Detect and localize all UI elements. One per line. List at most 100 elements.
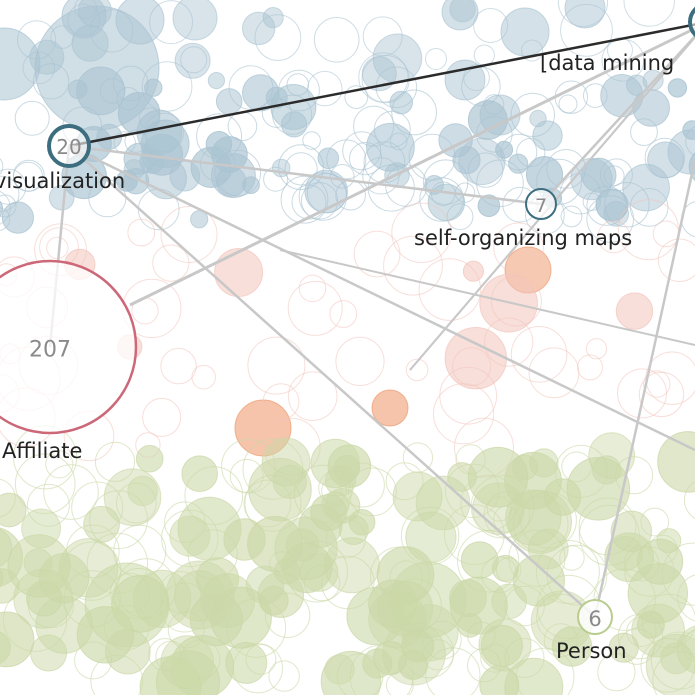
background-bubble bbox=[422, 639, 454, 671]
background-bubble bbox=[21, 508, 61, 549]
background-bubble bbox=[302, 131, 321, 150]
background-bubble bbox=[67, 3, 100, 37]
background-bubble bbox=[115, 482, 157, 524]
background-bubble bbox=[164, 501, 206, 544]
background-bubble bbox=[22, 51, 56, 85]
background-bubble bbox=[165, 560, 235, 630]
background-bubble bbox=[604, 182, 650, 228]
background-bubble bbox=[225, 641, 268, 684]
background-bubble bbox=[339, 462, 385, 508]
node-count: 20 bbox=[56, 135, 81, 159]
background-bubble bbox=[623, 0, 675, 27]
background-bubble bbox=[272, 464, 307, 499]
background-bubble bbox=[84, 562, 170, 648]
background-bubble bbox=[160, 347, 197, 385]
background-bubble bbox=[685, 126, 695, 157]
background-bubble bbox=[636, 610, 665, 639]
background-bubble bbox=[585, 338, 608, 360]
graph-edges bbox=[48, 23, 695, 618]
background-bubble bbox=[14, 453, 76, 515]
background-bubble bbox=[149, 0, 194, 45]
graph-edge bbox=[540, 34, 695, 205]
graph-nodes: 20 visualization [data mining 7 self-org… bbox=[0, 4, 695, 663]
background-bubble bbox=[14, 100, 50, 136]
background-bubble bbox=[683, 481, 695, 519]
node-affiliate[interactable]: 207 Affiliate bbox=[0, 259, 138, 463]
node-label: [data mining bbox=[540, 51, 674, 75]
background-bubble bbox=[135, 444, 164, 473]
background-bubble bbox=[191, 364, 216, 390]
background-bubble bbox=[298, 172, 348, 221]
background-bubble bbox=[287, 371, 338, 422]
background-bubble bbox=[643, 370, 671, 398]
background-bubble bbox=[16, 20, 57, 60]
background-bubble bbox=[688, 152, 695, 182]
background-bubble bbox=[591, 455, 622, 485]
background-bubble bbox=[597, 220, 631, 254]
background-bubble bbox=[617, 368, 667, 419]
background-bubble bbox=[141, 61, 193, 112]
background-bubble bbox=[181, 455, 218, 493]
background-bubble bbox=[462, 260, 484, 282]
background-bubble bbox=[138, 107, 161, 129]
node-person[interactable]: 6 Person bbox=[556, 599, 627, 663]
background-bubble bbox=[473, 8, 509, 43]
graph-edge bbox=[129, 26, 695, 307]
background-bubble bbox=[0, 158, 4, 175]
background-bubble bbox=[500, 133, 538, 171]
background-bubble bbox=[586, 195, 635, 243]
background-bubble bbox=[418, 258, 482, 321]
background-bubble bbox=[284, 152, 318, 186]
background-bubble bbox=[441, 0, 479, 31]
background-bubble bbox=[478, 618, 532, 672]
background-bubble bbox=[449, 0, 476, 23]
background-bubble bbox=[320, 650, 382, 695]
background-bubble bbox=[160, 635, 214, 689]
background-bubble bbox=[561, 451, 592, 483]
background-bubble bbox=[682, 120, 695, 140]
background-bubble bbox=[557, 0, 609, 27]
background-bubble bbox=[510, 92, 555, 138]
background-bubble bbox=[512, 554, 566, 607]
background-bubble bbox=[490, 275, 542, 327]
background-bubble bbox=[577, 354, 603, 381]
background-bubble bbox=[303, 564, 341, 602]
background-bubble bbox=[228, 65, 274, 110]
background-bubble bbox=[142, 397, 182, 437]
background-bubble bbox=[353, 230, 401, 278]
background-bubble bbox=[144, 78, 163, 97]
background-bubble bbox=[323, 537, 380, 594]
background-bubble bbox=[74, 641, 113, 680]
background-bubble bbox=[558, 94, 578, 114]
background-bubble bbox=[0, 492, 27, 528]
background-bubble bbox=[638, 371, 685, 418]
background-bubble bbox=[667, 78, 688, 98]
background-bubble bbox=[180, 46, 208, 74]
node-data-mining[interactable]: [data mining bbox=[540, 4, 695, 75]
background-bubble bbox=[254, 14, 302, 61]
background-bubble bbox=[172, 0, 218, 41]
node-count: 207 bbox=[29, 338, 71, 363]
background-bubble bbox=[45, 450, 74, 479]
background-bubble bbox=[493, 222, 544, 274]
background-bubble bbox=[371, 389, 409, 427]
background-bubble bbox=[117, 92, 161, 135]
background-bubble bbox=[405, 358, 429, 382]
background-bubble bbox=[43, 464, 99, 520]
background-bubble bbox=[680, 201, 695, 238]
background-bubble bbox=[336, 653, 384, 695]
background-bubble bbox=[77, 0, 112, 28]
graph-edge bbox=[68, 145, 596, 618]
node-self-organizing-maps[interactable]: 7 self-organizing maps bbox=[414, 188, 632, 250]
background-bubble bbox=[329, 300, 358, 328]
background-bubble bbox=[71, 481, 124, 534]
graph-edge bbox=[68, 23, 695, 148]
background-bubble bbox=[366, 122, 415, 172]
background-bubble bbox=[512, 454, 538, 481]
background-bubble bbox=[660, 642, 693, 675]
background-bubble bbox=[391, 202, 452, 264]
node-visualization[interactable]: 20 visualization bbox=[0, 124, 125, 193]
background-bubble bbox=[608, 632, 639, 663]
